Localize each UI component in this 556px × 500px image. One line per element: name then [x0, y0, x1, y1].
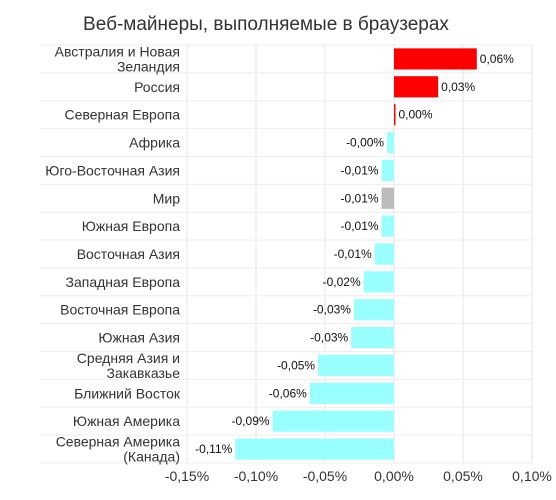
bar	[235, 438, 394, 460]
bar	[394, 76, 439, 98]
data-label: -0,09%	[232, 414, 270, 428]
x-tick-label: 0,00%	[374, 468, 414, 484]
data-label: -0,02%	[323, 275, 361, 289]
chart-title: Веб-майнеры, выполняемые в браузерах	[83, 14, 449, 35]
bar	[394, 48, 477, 70]
category-label: Мир	[153, 190, 180, 206]
bar	[351, 327, 394, 349]
data-label: 0,03%	[441, 80, 475, 94]
data-label: -0,01%	[341, 191, 379, 205]
x-tick-label: -0,05%	[303, 468, 347, 484]
x-axis-ticks: -0,15% -0,10% -0,05% 0,00% 0,05% 0,10%	[165, 468, 552, 484]
category-label: Африка	[129, 135, 180, 151]
bar	[309, 382, 394, 404]
category-label: Восточная Европа	[60, 302, 180, 318]
category-label: Южная Азия	[98, 330, 180, 346]
x-tick-label: 0,10%	[512, 468, 552, 484]
x-tick-label: -0,10%	[234, 468, 278, 484]
data-label: -0,03%	[313, 303, 351, 317]
bar	[381, 215, 394, 237]
bar	[387, 131, 394, 154]
bar	[272, 410, 394, 432]
category-label: Австралия и Новая Зеландия	[55, 43, 180, 74]
bar	[381, 187, 394, 209]
category-label: Средняя Азия и Закавказье	[77, 350, 180, 381]
bar	[381, 159, 394, 181]
data-label: -0,11%	[195, 442, 232, 456]
category-label: Ближний Восток	[74, 385, 181, 401]
bar	[318, 354, 394, 377]
data-label: -0,06%	[269, 386, 307, 400]
category-label: Восточная Азия	[77, 246, 180, 262]
bar	[363, 271, 394, 293]
category-label: Северная Европа	[65, 107, 181, 123]
data-label: -0,05%	[277, 358, 315, 372]
category-label: Южная Америка	[73, 413, 180, 429]
x-tick-label: 0,05%	[443, 468, 483, 484]
category-label: Южная Европа	[82, 218, 180, 234]
data-label: 0,00%	[399, 108, 433, 122]
data-label: -0,00%	[346, 136, 384, 150]
data-label: -0,03%	[310, 331, 348, 345]
bars: 0,06% 0,03% 0,00% -0,00% -0,01% -0,01% -0,01% -…	[195, 48, 514, 460]
bar	[374, 243, 394, 265]
data-label: -0,01%	[334, 247, 372, 261]
grid	[40, 44, 533, 464]
x-tick-label: -0,15%	[165, 468, 209, 484]
category-label: Юго-Восточная Азия	[45, 162, 180, 178]
category-labels: Австралия и Новая Зеландия Россия Северная …	[45, 43, 181, 464]
bar	[394, 104, 396, 126]
data-label: 0,06%	[480, 52, 514, 66]
category-label: Россия	[134, 79, 180, 95]
category-label: Западная Европа	[66, 274, 181, 290]
category-label: Северная Америка (Канада)	[56, 434, 181, 465]
data-label: -0,01%	[341, 219, 379, 233]
bar	[353, 299, 394, 321]
data-label: -0,01%	[341, 163, 379, 177]
